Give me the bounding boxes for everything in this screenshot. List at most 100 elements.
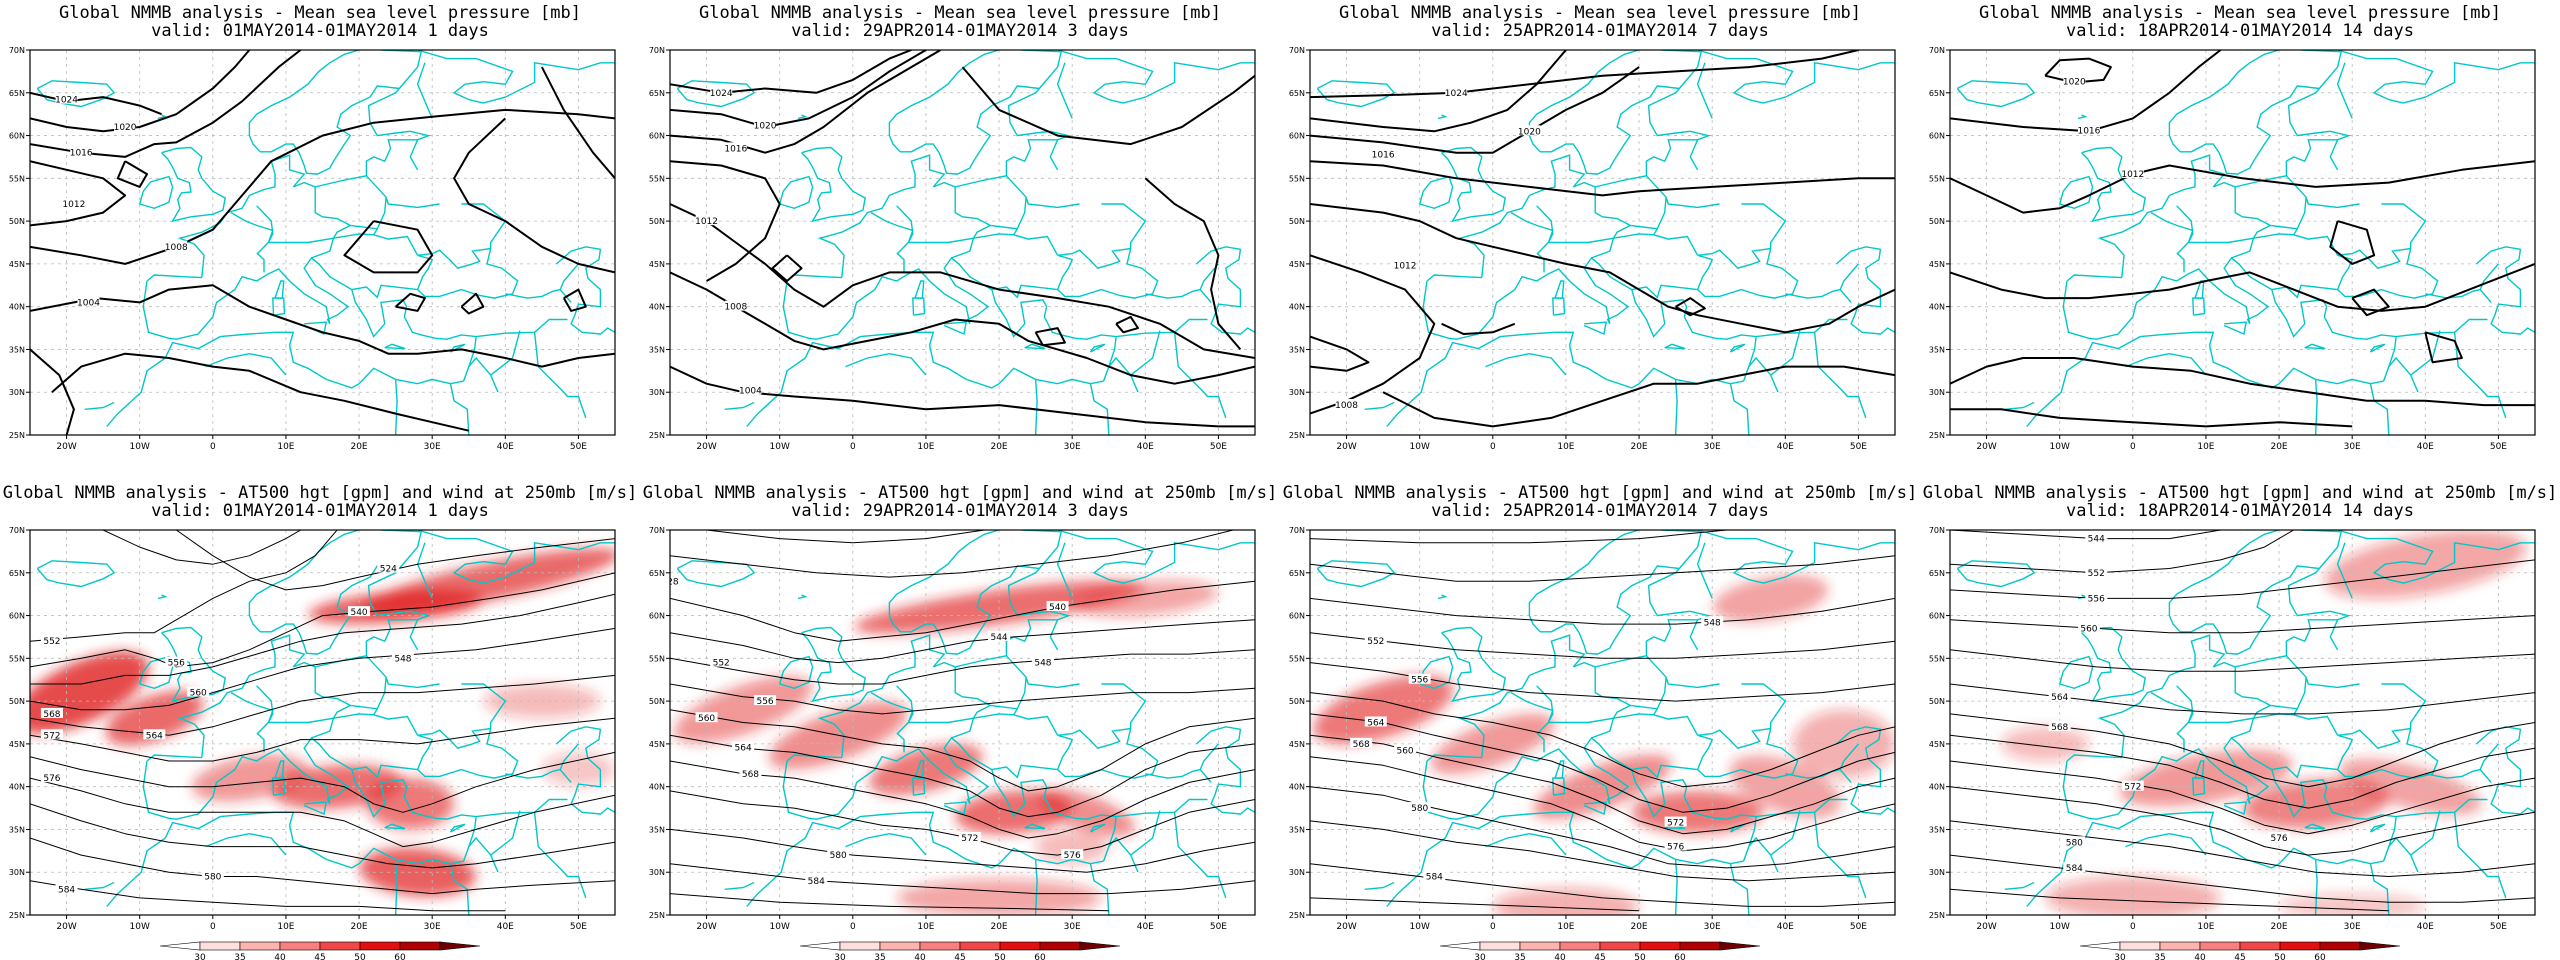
x-tick-label: 20E — [350, 442, 367, 452]
coastline — [559, 263, 579, 303]
x-tick-label: 10W — [2050, 442, 2070, 452]
coastline — [2192, 777, 2206, 796]
y-tick-label: 60N — [9, 132, 25, 141]
contour-label-bg — [55, 883, 78, 894]
contour-label-bg — [2085, 592, 2108, 603]
coastline — [248, 50, 400, 175]
coastline — [2176, 205, 2271, 244]
coastline — [1089, 343, 1106, 353]
coastline — [1594, 655, 1667, 710]
coastline — [449, 823, 466, 833]
y-tick-label: 70N — [1289, 46, 1305, 55]
contour-label: 568 — [742, 770, 759, 780]
isoline — [51, 352, 470, 432]
y-tick-label: 35N — [1289, 825, 1305, 834]
isoline — [1310, 530, 1727, 544]
contour-label-bg — [187, 686, 210, 697]
x-tick-label: 30E — [424, 922, 441, 932]
x-tick-label: 0 — [2130, 442, 2136, 452]
y-tick-label: 35N — [649, 825, 665, 834]
coastline — [409, 139, 419, 171]
coastline — [676, 560, 756, 588]
y-tick-label: 45N — [649, 260, 665, 269]
coastline — [1089, 863, 1110, 915]
coastline — [912, 297, 926, 316]
coastline — [951, 228, 1018, 259]
x-tick-label: 40E — [1777, 922, 1794, 932]
coastline — [256, 685, 351, 724]
x-tick-label: 20W — [1976, 442, 1996, 452]
y-tick-label: 35N — [1929, 345, 1945, 354]
coastline — [724, 401, 755, 410]
contour-label: 1020 — [754, 121, 777, 131]
isoline — [670, 271, 1255, 385]
coastline — [1591, 228, 1658, 259]
coastline — [351, 284, 418, 299]
isoline — [30, 530, 338, 642]
contour-label-bg — [2085, 566, 2108, 577]
isoline — [1310, 203, 1895, 334]
y-tick-label: 30N — [649, 868, 665, 877]
map-panel: Global NMMB analysis - AT500 hgt [gpm] a… — [0, 480, 640, 960]
y-tick-label: 55N — [649, 174, 665, 183]
coastline — [1173, 332, 1227, 419]
y-tick-label: 50N — [9, 697, 25, 706]
map-plot: 1024 1020 1016 1012 1008 1004 20W 10W 0 10E 20E 30E… — [9, 46, 616, 452]
isoline — [1950, 50, 2222, 133]
contour-label-bg — [827, 849, 850, 860]
contour-label: 540 — [350, 608, 367, 618]
x-tick-label: 10E — [277, 442, 294, 452]
contour-label-bg — [1364, 716, 1387, 727]
wind-speed-area — [673, 676, 813, 744]
coastline — [2369, 343, 2386, 353]
coastline — [2271, 764, 2338, 779]
coastline — [380, 530, 423, 569]
coastline — [1316, 560, 1396, 588]
coastline — [2026, 331, 2384, 427]
y-tick-label: 65N — [1289, 89, 1305, 98]
coastline — [1674, 859, 1678, 915]
coastline — [416, 727, 519, 779]
isoline — [1950, 888, 2389, 912]
coastline — [2396, 318, 2488, 338]
coastline — [2125, 832, 2207, 856]
coastline — [1552, 777, 1566, 796]
coastline — [1145, 768, 1201, 779]
isoline — [1115, 315, 1139, 334]
coastline — [272, 777, 286, 796]
isoline — [1034, 327, 1066, 347]
contour-label: 572 — [1667, 819, 1684, 829]
y-tick-label: 45N — [1929, 740, 1945, 749]
map-frame — [669, 49, 1256, 436]
y-tick-label: 60N — [1289, 132, 1305, 141]
coastline — [1813, 332, 1867, 419]
coastline — [797, 594, 808, 600]
x-tick-label: 20E — [350, 922, 367, 932]
y-tick-label: 65N — [1929, 89, 1945, 98]
y-tick-label: 60N — [1289, 612, 1305, 621]
coastline — [394, 859, 398, 915]
isoline — [30, 284, 615, 368]
coastline — [779, 175, 814, 210]
y-tick-label: 50N — [1929, 217, 1945, 226]
isoline — [1310, 335, 1370, 372]
x-tick-label: 20W — [56, 442, 76, 452]
coastline — [888, 530, 1040, 655]
panel-valid-period: valid: 29APR2014-01MAY2014 3 days — [791, 21, 1129, 41]
y-tick-label: 25N — [649, 431, 665, 440]
coastline — [2150, 691, 2194, 753]
coastline — [1034, 379, 1038, 435]
colorbar-tick-label: 35 — [234, 953, 245, 960]
x-tick-label: 20E — [990, 922, 1007, 932]
colorbar-tick-label: 60 — [394, 953, 406, 960]
colorbar-tick-label: 30 — [834, 953, 846, 960]
contour-label: 560 — [190, 689, 207, 699]
coastline — [384, 343, 406, 350]
coastline — [2301, 50, 2360, 51]
coastline — [2314, 379, 2318, 435]
isoline — [1310, 50, 1859, 99]
colorbar-swatch — [879, 941, 921, 951]
colorbar-tick-label: 30 — [2114, 953, 2126, 960]
contour-label-bg — [2077, 622, 2100, 633]
map-panel: Global NMMB analysis - Mean sea level pr… — [1920, 0, 2560, 480]
